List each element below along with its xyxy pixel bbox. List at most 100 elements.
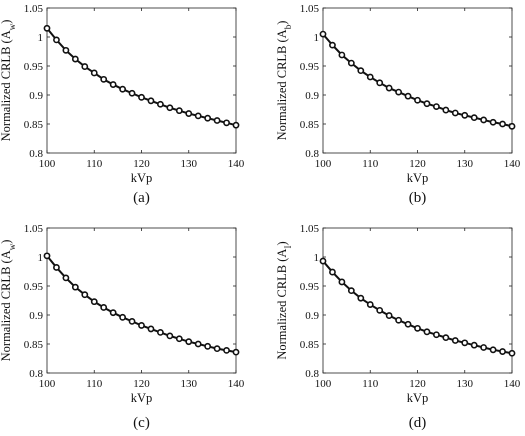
data-point bbox=[43, 252, 51, 260]
data-point bbox=[329, 41, 336, 49]
data-point bbox=[489, 118, 497, 126]
data-point bbox=[204, 114, 212, 122]
panel-label: (c) bbox=[133, 415, 150, 431]
data-point bbox=[175, 335, 183, 343]
x-axis-label: kVp bbox=[131, 171, 153, 185]
data-point bbox=[232, 348, 240, 356]
y-tick-label: 1 bbox=[314, 32, 320, 44]
data-point bbox=[404, 92, 412, 100]
data-point bbox=[489, 346, 497, 354]
x-tick-label: 100 bbox=[315, 378, 332, 390]
data-point bbox=[175, 107, 183, 115]
plot-frame bbox=[322, 7, 513, 154]
x-tick-label: 130 bbox=[181, 158, 198, 170]
data-point bbox=[81, 291, 89, 299]
y-axis-label: Normalized CRLB (AI) bbox=[275, 241, 293, 359]
data-point bbox=[319, 30, 327, 38]
data-point bbox=[338, 51, 346, 59]
y-tick-label: 1 bbox=[38, 32, 44, 44]
data-point bbox=[232, 121, 240, 129]
y-tick-label: 1 bbox=[314, 252, 320, 264]
data-point bbox=[442, 334, 450, 342]
data-point bbox=[376, 79, 384, 87]
data-point bbox=[470, 114, 478, 122]
y-tick-label: 0.95 bbox=[300, 281, 320, 293]
data-point bbox=[480, 344, 488, 351]
x-tick-label: 140 bbox=[504, 378, 521, 390]
data-point bbox=[213, 345, 221, 353]
data-point bbox=[100, 75, 108, 83]
data-point bbox=[461, 339, 469, 347]
data-point bbox=[508, 122, 516, 130]
plot-frame bbox=[322, 227, 513, 374]
y-tick-label: 0.95 bbox=[24, 61, 44, 73]
x-tick-label: 120 bbox=[133, 378, 150, 390]
panel-label: (d) bbox=[409, 415, 427, 431]
data-point bbox=[166, 332, 174, 340]
plot-frame bbox=[46, 7, 237, 154]
data-point bbox=[461, 111, 469, 119]
data-point bbox=[470, 341, 478, 349]
data-point bbox=[128, 317, 136, 325]
data-point bbox=[213, 117, 221, 124]
y-tick-label: 1.05 bbox=[24, 3, 44, 15]
data-point bbox=[138, 322, 145, 329]
y-tick-label: 0.85 bbox=[300, 339, 320, 351]
data-point bbox=[395, 88, 402, 96]
data-point bbox=[90, 69, 98, 77]
x-tick-label: 130 bbox=[457, 378, 474, 390]
panel-label: (b) bbox=[409, 190, 427, 206]
y-tick-label: 0.9 bbox=[305, 90, 319, 102]
data-point bbox=[451, 337, 459, 344]
chart-panel-d: 100 110 120 130 140 0.8 0.85 0.9 0.95 1 1.05 kVp Nor… bbox=[275, 223, 521, 431]
data-point bbox=[147, 97, 155, 105]
data-point bbox=[423, 100, 431, 108]
data-point bbox=[185, 110, 193, 117]
data-point bbox=[376, 306, 384, 314]
x-tick-label: 100 bbox=[315, 158, 332, 170]
chart-panel-c: 100 110 120 130 140 0.8 0.85 0.9 0.95 1 1.05 kVp Nor… bbox=[0, 223, 245, 431]
x-tick-label: 120 bbox=[409, 378, 426, 390]
x-tick-label: 120 bbox=[409, 158, 426, 170]
x-tick-label: 100 bbox=[39, 158, 56, 170]
data-point bbox=[53, 264, 60, 271]
x-tick-label: 110 bbox=[86, 158, 103, 170]
data-point bbox=[347, 59, 355, 67]
x-tick-label: 140 bbox=[228, 158, 245, 170]
data-point bbox=[480, 116, 488, 124]
data-point bbox=[508, 349, 516, 357]
data-point bbox=[71, 283, 79, 291]
data-point bbox=[109, 81, 117, 88]
x-axis-label: kVp bbox=[407, 391, 429, 405]
chart-panel-b: 100 110 120 130 140 0.8 0.85 0.9 0.95 1 1.05 kVp Nor… bbox=[275, 3, 521, 206]
data-point bbox=[223, 119, 230, 127]
data-point bbox=[395, 316, 402, 324]
data-point bbox=[62, 46, 70, 54]
chart-panel-a: 100 110 120 130 140 0.8 0.85 0.9 0.95 1 1.05 kVp Nor… bbox=[0, 3, 245, 206]
x-tick-label: 100 bbox=[39, 378, 56, 390]
y-tick-label: 1.05 bbox=[24, 223, 44, 235]
data-point bbox=[156, 328, 164, 336]
y-tick-label: 0.85 bbox=[300, 119, 320, 131]
data-point bbox=[223, 346, 230, 354]
y-tick-label: 1.05 bbox=[300, 3, 320, 15]
data-point bbox=[347, 287, 355, 295]
data-point bbox=[338, 278, 346, 286]
y-tick-label: 0.9 bbox=[29, 310, 43, 322]
data-point bbox=[385, 312, 393, 319]
y-tick-label: 0.8 bbox=[29, 148, 43, 160]
data-point bbox=[366, 301, 374, 308]
x-tick-label: 110 bbox=[86, 378, 103, 390]
data-point bbox=[451, 109, 459, 117]
y-axis-label: Normalized CRLB (Aw) bbox=[0, 240, 17, 362]
data-point bbox=[119, 313, 126, 321]
y-tick-label: 0.8 bbox=[29, 368, 43, 380]
x-axis-label: kVp bbox=[131, 391, 153, 405]
y-tick-label: 1 bbox=[38, 252, 44, 264]
data-point bbox=[81, 63, 89, 70]
x-tick-label: 130 bbox=[181, 378, 198, 390]
data-point bbox=[109, 309, 117, 317]
data-point bbox=[404, 320, 412, 328]
data-point bbox=[128, 89, 136, 97]
